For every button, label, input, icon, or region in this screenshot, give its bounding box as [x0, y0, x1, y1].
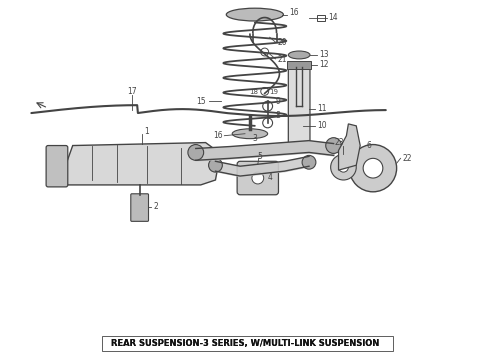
Text: 16: 16: [289, 8, 299, 17]
Text: 21: 21: [277, 55, 287, 64]
Text: 9: 9: [275, 97, 280, 106]
Polygon shape: [63, 143, 220, 185]
Circle shape: [363, 158, 383, 178]
Text: 18: 18: [249, 89, 258, 95]
Text: 11: 11: [317, 104, 326, 113]
FancyBboxPatch shape: [288, 66, 310, 152]
Polygon shape: [339, 124, 360, 170]
Text: 10: 10: [317, 121, 326, 130]
Circle shape: [188, 145, 204, 160]
Circle shape: [349, 145, 396, 192]
Text: 15: 15: [196, 97, 206, 106]
Bar: [317, 15, 325, 21]
Text: 23: 23: [335, 138, 344, 147]
Ellipse shape: [232, 129, 268, 139]
Text: 20: 20: [277, 38, 287, 47]
Text: 8: 8: [275, 111, 280, 120]
Text: 12: 12: [319, 60, 328, 69]
Text: 22: 22: [402, 154, 412, 163]
Text: 13: 13: [319, 50, 328, 59]
Circle shape: [331, 154, 356, 180]
Ellipse shape: [226, 8, 283, 21]
Circle shape: [263, 118, 272, 128]
FancyBboxPatch shape: [102, 336, 392, 351]
Text: 2: 2: [153, 202, 158, 211]
Circle shape: [326, 138, 342, 153]
Text: 5: 5: [257, 152, 262, 161]
Circle shape: [261, 87, 269, 95]
FancyBboxPatch shape: [131, 194, 148, 221]
Text: 1: 1: [144, 127, 149, 136]
Text: 17: 17: [127, 87, 137, 96]
Circle shape: [261, 48, 269, 56]
Text: 14: 14: [329, 13, 338, 22]
Circle shape: [263, 101, 272, 111]
Text: 4: 4: [267, 172, 272, 181]
Ellipse shape: [288, 51, 310, 59]
Text: REAR SUSPENSION-3 SERIES, W/MULTI-LINK SUSPENSION: REAR SUSPENSION-3 SERIES, W/MULTI-LINK S…: [111, 339, 379, 348]
Text: REAR SUSPENSION-3 SERIES, W/MULTI-LINK SUSPENSION: REAR SUSPENSION-3 SERIES, W/MULTI-LINK S…: [111, 339, 379, 348]
FancyBboxPatch shape: [237, 161, 278, 195]
Circle shape: [252, 172, 264, 184]
Text: 16: 16: [213, 131, 222, 140]
Circle shape: [339, 162, 348, 172]
Text: 6: 6: [366, 141, 371, 150]
FancyBboxPatch shape: [46, 145, 68, 187]
Text: 19: 19: [270, 89, 279, 95]
Circle shape: [302, 156, 316, 169]
Text: 3: 3: [252, 134, 257, 143]
Bar: [287, 61, 311, 69]
Circle shape: [209, 158, 222, 172]
